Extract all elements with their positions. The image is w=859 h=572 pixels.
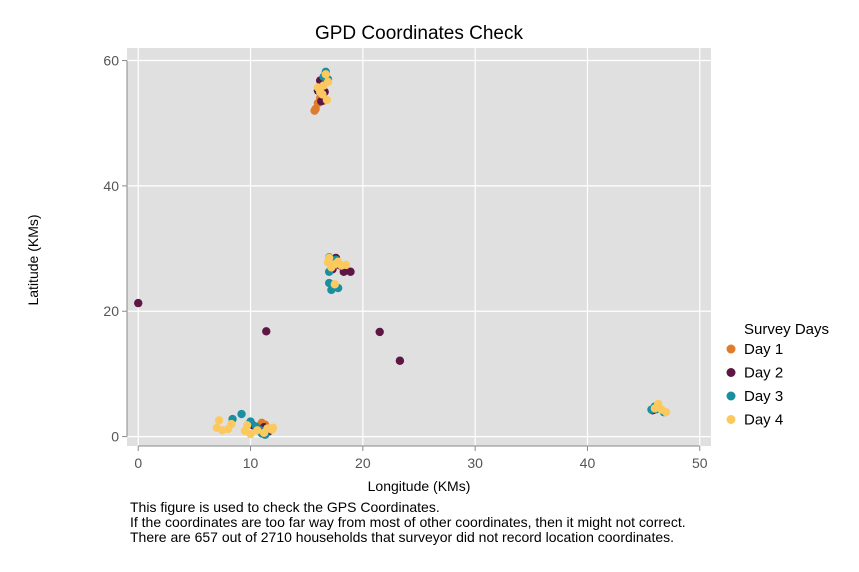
grid-lines xyxy=(127,48,711,446)
data-point xyxy=(375,327,384,337)
legend-marker xyxy=(726,368,736,377)
y-tick-label: 20 xyxy=(103,303,119,319)
legend-label: Day 4 xyxy=(744,412,783,429)
data-point xyxy=(322,95,332,105)
plot-area xyxy=(127,48,711,446)
x-tick-label: 50 xyxy=(692,455,708,471)
data-point xyxy=(333,257,343,266)
figure-caption: This figure is used to check the GPS Coo… xyxy=(130,500,686,545)
legend: Survey Days Day 1 Day 2 Day 3 Day 4 xyxy=(726,321,829,429)
legend-marker xyxy=(726,391,736,401)
data-point xyxy=(318,90,327,99)
x-tick-label: 20 xyxy=(355,455,371,471)
data-point xyxy=(237,409,246,419)
data-point xyxy=(253,426,262,435)
data-points xyxy=(134,67,671,439)
data-point xyxy=(134,298,143,308)
data-point xyxy=(395,356,405,365)
y-tick-label: 60 xyxy=(103,53,119,69)
data-point xyxy=(227,419,236,429)
legend-marker xyxy=(726,344,736,354)
data-point xyxy=(313,83,323,92)
legend-marker xyxy=(726,415,736,424)
caption-line-2: If the coordinates are too far way from … xyxy=(130,514,686,530)
x-axis-label: Longitude (KMs) xyxy=(368,478,471,494)
y-tick-label: 0 xyxy=(111,429,119,445)
data-point xyxy=(323,77,333,87)
legend-label: Day 3 xyxy=(744,388,783,405)
data-point xyxy=(330,280,339,289)
caption-line-1: This figure is used to check the GPS Coo… xyxy=(130,499,440,515)
data-point xyxy=(246,429,255,439)
y-axis-label: Latitude (KMs) xyxy=(25,214,41,305)
data-point xyxy=(346,267,355,276)
x-tick-label: 30 xyxy=(467,455,483,471)
data-point xyxy=(323,258,333,267)
data-point xyxy=(259,428,269,438)
x-tick-label: 40 xyxy=(580,455,596,471)
data-point xyxy=(341,260,351,270)
caption-line-3: There are 657 out of 2710 households tha… xyxy=(130,529,675,545)
data-point xyxy=(214,416,224,425)
legend-title: Survey Days xyxy=(744,321,829,338)
data-point xyxy=(268,423,278,433)
x-tick-label: 0 xyxy=(134,455,142,471)
data-point xyxy=(242,421,252,430)
y-tick-label: 40 xyxy=(103,178,119,194)
legend-label: Day 2 xyxy=(744,365,783,382)
legend-label: Day 1 xyxy=(744,341,783,358)
x-tick-label: 10 xyxy=(243,455,259,471)
chart-title: GPD Coordinates Check xyxy=(315,23,524,44)
data-point xyxy=(321,70,330,79)
axes: 0 20 40 60 0 10 20 30 40 50 xyxy=(103,53,707,471)
data-point xyxy=(310,106,319,115)
data-point xyxy=(262,327,271,336)
data-point xyxy=(661,407,671,417)
